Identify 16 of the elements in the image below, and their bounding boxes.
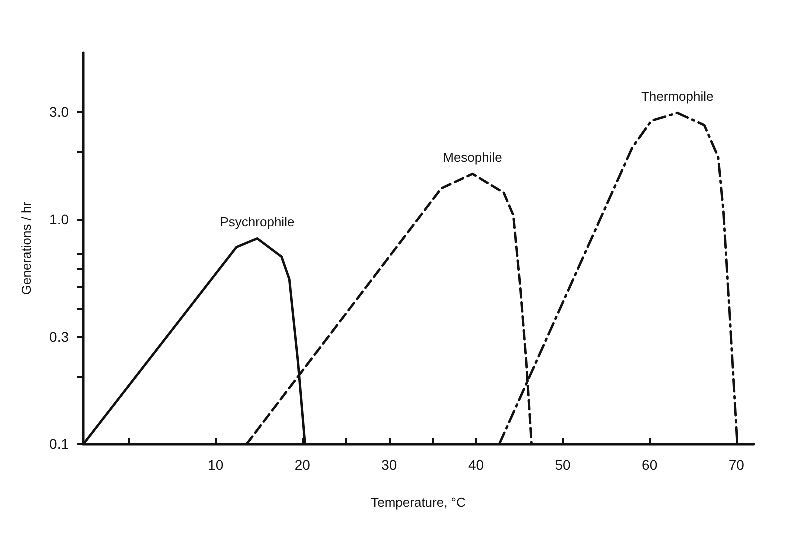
x-tick-label: 70 [728,457,745,473]
x-tick-label: 60 [642,457,658,473]
series-label: Psychrophile [220,214,295,230]
x-tick-label: 50 [555,457,572,473]
x-tick-label: 40 [468,457,484,473]
y-tick-label: 3.0 [50,104,70,120]
y-tick-label: 0.1 [50,436,70,452]
y-axis-title: Generations / hr [19,201,34,296]
x-axis-title: Temperature, °C [371,495,466,510]
y-tick-label: 0.3 [50,328,70,345]
x-tick-label: 30 [382,457,398,473]
series-label: Thermophile [641,89,714,104]
y-tick-label: 1.0 [50,211,70,228]
x-tick-label: 20 [294,457,311,473]
x-tick-label: 10 [208,457,224,473]
series-label: Mesophile [443,150,502,166]
